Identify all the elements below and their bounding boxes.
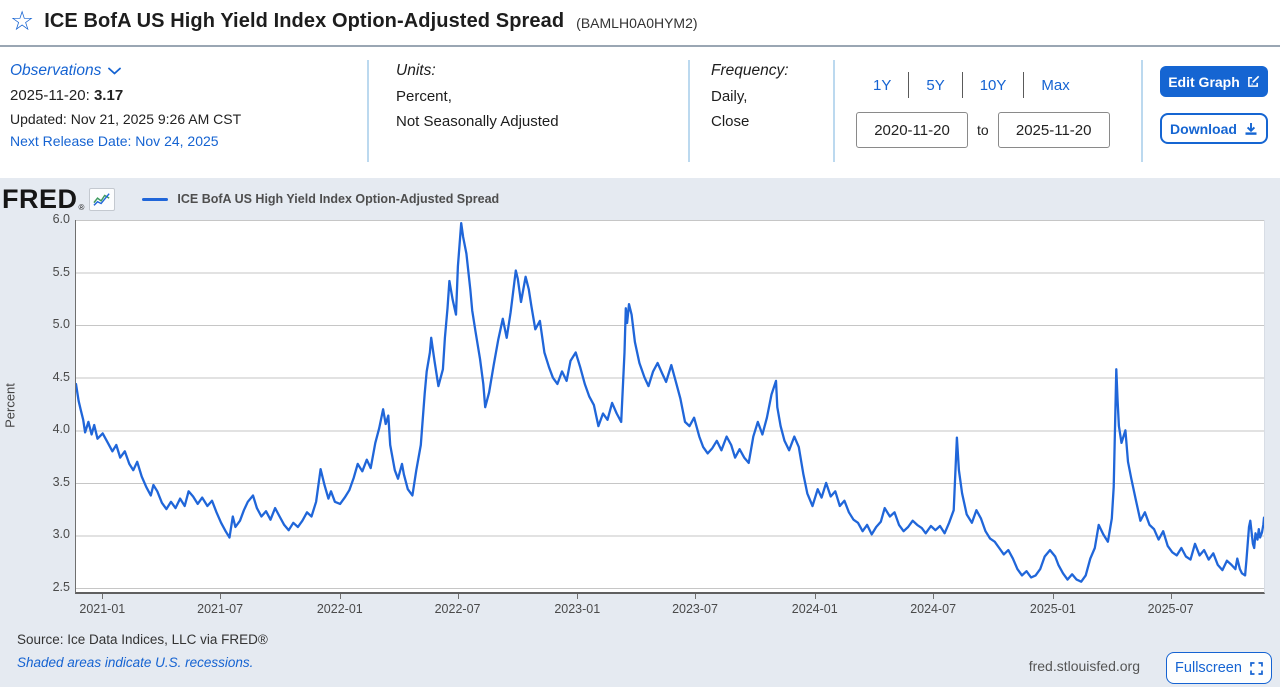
range-5y-link[interactable]: 5Y [926, 76, 945, 94]
title-row: ☆ ICE BofA US High Yield Index Option-Ad… [10, 8, 698, 35]
x-axis-tick-mark [457, 594, 459, 599]
date-to-label: to [977, 122, 989, 138]
frequency-column: Frequency: Daily, Close [711, 62, 789, 130]
page-title: ICE BofA US High Yield Index Option-Adju… [44, 10, 565, 32]
units-value-2: Not Seasonally Adjusted [396, 113, 559, 130]
x-axis-tick-mark [695, 594, 697, 599]
y-axis-tick-label: 3.0 [52, 527, 70, 542]
x-axis-tick-mark [933, 594, 935, 599]
y-axis-tick-label: 6.0 [52, 212, 70, 226]
series-id: (BAMLH0A0HYM2) [576, 15, 698, 31]
range-links: 1Y 5Y 10Y Max [856, 72, 1110, 98]
x-axis-tick-label: 2024-01 [791, 602, 838, 616]
date-range-row: to [856, 112, 1110, 148]
x-axis-tick-label: 2025-01 [1029, 602, 1076, 616]
x-axis-tick-mark [220, 594, 222, 599]
header-divider [367, 60, 369, 162]
fullscreen-button[interactable]: Fullscreen [1166, 652, 1272, 684]
observations-dropdown[interactable]: Observations [10, 62, 241, 80]
observations-label: Observations [10, 62, 102, 79]
actions-column: Edit Graph Download [1160, 66, 1268, 144]
edit-graph-button[interactable]: Edit Graph [1160, 66, 1268, 97]
x-axis-tick-label: 2024-07 [910, 602, 957, 616]
x-axis-tick-mark [339, 594, 341, 599]
y-axis-tick-label: 4.0 [52, 422, 70, 437]
x-axis-tick-label: 2023-01 [554, 602, 601, 616]
download-icon [1245, 122, 1257, 135]
chart-region: FRED ® ICE BofA US High Yield Index Opti… [0, 178, 1280, 687]
y-axis-tick-label: 4.5 [52, 369, 70, 384]
source-note: Source: Ice Data Indices, LLC via FRED® [17, 632, 268, 647]
x-axis-tick-label: 2022-07 [434, 602, 481, 616]
latest-observation: 2025-11-20: 3.17 [10, 87, 241, 104]
latest-observation-value: 3.17 [93, 87, 124, 104]
chart-brand-row: FRED ® ICE BofA US High Yield Index Opti… [2, 184, 499, 214]
fullscreen-label: Fullscreen [1175, 660, 1242, 676]
x-axis-tick-mark [577, 594, 579, 599]
series-line [76, 222, 1264, 583]
units-value-1: Percent, [396, 88, 452, 105]
favorite-star-icon[interactable]: ☆ [10, 6, 35, 36]
fred-chart-icon [89, 187, 116, 211]
y-axis-title: Percent [2, 383, 18, 428]
observations-column: Observations 2025-11-20: 3.17 Updated: N… [10, 62, 241, 149]
date-to-input[interactable] [997, 112, 1110, 148]
plot-area[interactable] [75, 220, 1265, 594]
y-axis-tick-label: 2.5 [52, 580, 70, 594]
x-axis-tick-mark [1052, 594, 1054, 599]
chart-canvas [76, 220, 1264, 589]
x-axis-tick-mark [102, 594, 104, 599]
download-button[interactable]: Download [1160, 113, 1268, 144]
fred-registered-mark: ® [78, 203, 85, 212]
range-separator [908, 72, 910, 98]
edit-icon [1247, 75, 1260, 87]
y-axis-tick-label: 5.0 [52, 317, 70, 332]
x-axis-tick-label: 2021-01 [79, 602, 126, 616]
x-axis-tick-mark [1170, 594, 1172, 599]
frequency-label: Frequency: [711, 62, 789, 79]
x-axis-tick-mark [814, 594, 816, 599]
range-column: 1Y 5Y 10Y Max to [856, 72, 1110, 148]
updated-timestamp: Updated: Nov 21, 2025 9:26 AM CST [10, 111, 242, 127]
date-from-input[interactable] [856, 112, 968, 148]
edit-graph-label: Edit Graph [1168, 73, 1240, 90]
header-divider [833, 60, 835, 162]
y-axis-tick-label: 5.5 [52, 264, 70, 279]
fullscreen-icon [1250, 661, 1263, 675]
legend-line-swatch [142, 197, 169, 201]
units-label: Units: [396, 62, 436, 79]
latest-observation-date: 2025-11-20: [10, 87, 90, 104]
frequency-value-2: Close [711, 113, 750, 130]
y-axis-tick-label: 3.5 [52, 474, 70, 489]
range-separator [961, 72, 963, 98]
range-1y-link[interactable]: 1Y [873, 76, 892, 94]
frequency-value-1: Daily, [711, 88, 748, 105]
range-max-link[interactable]: Max [1041, 76, 1070, 94]
x-axis-tick-label: 2023-07 [672, 602, 718, 616]
site-url-label: fred.stlouisfed.org [1028, 658, 1140, 674]
recessions-note-link[interactable]: Shaded areas indicate U.S. recessions. [17, 655, 254, 670]
chevron-down-icon [108, 67, 122, 75]
x-axis-tick-label: 2025-07 [1147, 602, 1194, 616]
range-separator [1023, 72, 1025, 98]
x-axis-tick-label: 2022-01 [316, 602, 363, 616]
legend-series-label: ICE BofA US High Yield Index Option-Adju… [177, 192, 500, 206]
units-column: Units: Percent, Not Seasonally Adjusted [396, 62, 559, 130]
fred-logo: FRED [2, 183, 78, 214]
header-divider [1141, 60, 1143, 162]
range-10y-link[interactable]: 10Y [979, 76, 1007, 94]
download-label: Download [1170, 120, 1237, 137]
title-divider [0, 45, 1280, 47]
next-release-link[interactable]: Next Release Date: Nov 24, 2025 [10, 133, 219, 149]
x-axis-tick-label: 2021-07 [197, 602, 244, 616]
header-divider [688, 60, 690, 162]
